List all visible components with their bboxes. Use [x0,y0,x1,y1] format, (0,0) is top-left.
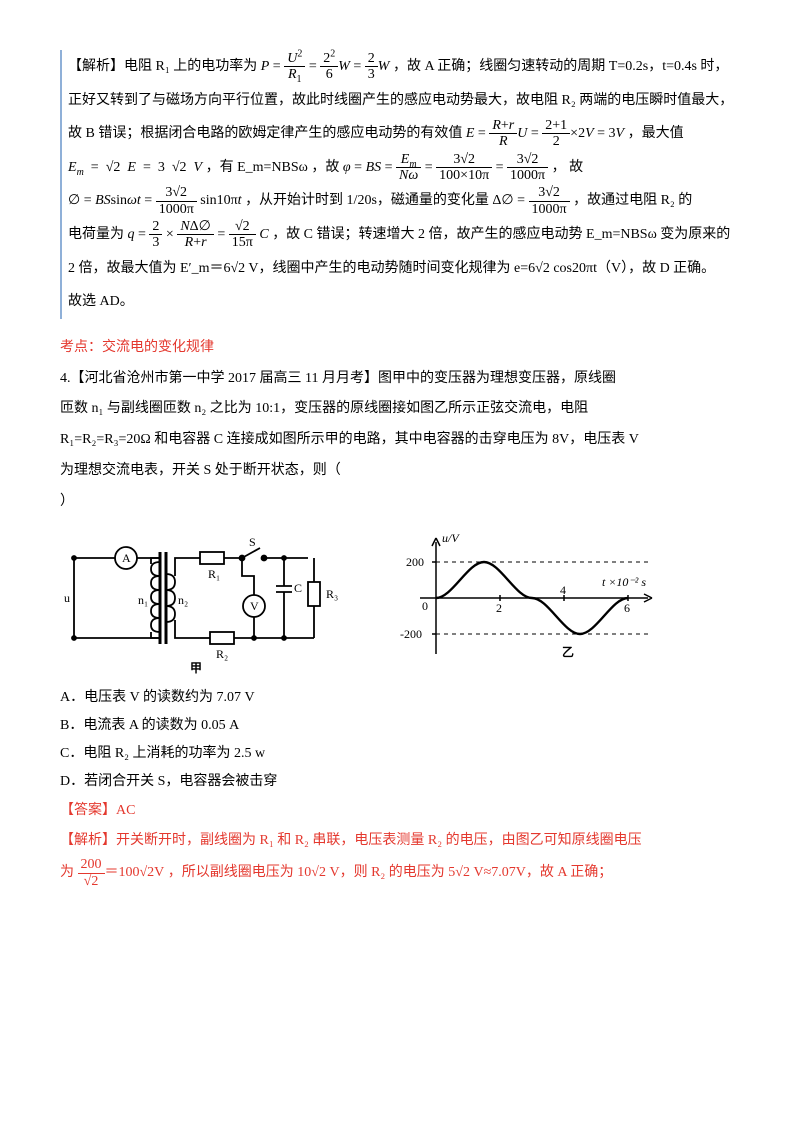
caption-yi: 乙 [562,645,574,659]
text: 为 [60,865,78,880]
label-C: C [294,581,302,595]
explain-line-2: 为 200√2＝100√2V ，所以副线圈电压为 10√2 V，则 R₂ 的电压… [60,857,740,889]
caption-jia: 甲 [190,661,202,675]
label-n2: n₂ [178,593,188,607]
topic-label: 考点：交流电的变化规律 [60,333,740,364]
solution-line-5: ∅ = BSsinωt = 3√21000π sin10πt ，从开始计时到 1… [68,184,740,218]
formula-Em: Em = √2 E = 3 √2 V [68,151,202,185]
circuit-diagram: u A n₁ n₂ R₁ S C R₃ R₂ V 甲 [60,528,350,678]
answer-label: 【答案】AC [60,796,740,827]
solution-line-8: 故选 AD。 [68,285,740,319]
formula-P: P = U2R1 = 226W = 23W [261,50,390,84]
label-n1: n₁ [138,593,148,607]
ylabel: u/V [442,531,460,545]
solution-line-6: 电荷量为 q = 23 × NΔ∅R+r = √215π C ，故 C 错误；转… [68,218,740,252]
label-A: A [122,551,131,565]
ytick-n200: -200 [400,627,422,641]
option-a: A．电压表 V 的读数约为 7.07 V [60,684,740,712]
text: ，故 A 正确；线圈匀速转动的周期 T=0.2s，t=0.4s 时， [393,59,728,74]
formula-dphi: Δ∅ = 3√21000π [492,184,569,218]
text: 【解析】电阻 R₁ 上的电功率为 [68,59,261,74]
formula-flux: BSsinωt = 3√21000π sin10πt [95,184,241,218]
text: ） [60,494,74,509]
xtick-6: 6 [624,601,630,615]
text: ，有 E_m=NBSω ，故 [206,160,343,175]
label-R1: R₁ [208,567,220,581]
q4-line-1: 4.【河北省沧州市第一中学 2017 届高三 11 月月考】图甲中的变压器为理想… [60,364,740,395]
formula-final: 200√2＝100√2V [78,857,165,889]
text: 故 B 错误；根据闭合电路的欧姆定律产生的感应电动势的有效值 [68,126,466,141]
xtick-2: 2 [496,601,502,615]
q4-line-3: R₁=R₂=R₃=20Ω 和电容器 C 连接成如图所示甲的电路，其中电容器的击穿… [60,425,740,456]
label-R3: R₃ [326,587,338,601]
text: ∅ = [68,193,95,208]
explain-line-1: 【解析】开关断开时，副线圈为 R₁ 和 R₂ 串联，电压表测量 R₂ 的电压，由… [60,826,740,857]
solution-line-4: Em = √2 E = 3 √2 V ，有 E_m=NBSω ，故 φ = BS… [68,151,740,185]
formula-E: E = R+rRU = 2+12×2V = 3V [466,117,624,151]
ytick-0: 0 [422,599,428,613]
solution-block: 【解析】电阻 R₁ 上的电功率为 P = U2R1 = 226W = 23W ，… [60,50,740,319]
q4-line-4: 为理想交流电表，开关 S 处于断开状态，则（ ） [60,456,740,518]
xlabel: t ×10⁻² s [602,575,646,589]
xtick-4: 4 [560,583,566,597]
option-b: B．电流表 A 的读数为 0.05 A [60,712,740,740]
text: ，所以副线圈电压为 10√2 V，则 R₂ 的电压为 5√2 V≈7.07V，故… [168,865,612,880]
solution-line-1: 【解析】电阻 R₁ 上的电功率为 P = U2R1 = 226W = 23W ，… [68,50,740,84]
text: ， 故 [552,160,584,175]
label-S: S [249,535,256,549]
q4-line-2: 匝数 n₁ 与副线圈匝数 n₂ 之比为 10:1，变压器的原线圈接如图乙所示正弦… [60,394,740,425]
option-d: D．若闭合开关 S，电容器会被击穿 [60,768,740,796]
solution-line-2: 正好又转到了与磁场方向平行位置，故此时线圈产生的感应电动势最大，故电阻 R₂ 两… [68,84,740,118]
text: ，故 C 错误；转速增大 2 倍，故产生的感应电动势 E_m=NBSω 变为原来… [272,227,730,242]
formula-q: q = 23 × NΔ∅R+r = √215π C [128,218,269,252]
label-R2: R₂ [216,647,228,661]
option-c: C．电阻 R₂ 上消耗的功率为 2.5 w [60,740,740,768]
figure-row: u A n₁ n₂ R₁ S C R₃ R₂ V 甲 200 [60,528,740,678]
text: ，最大值 [628,126,684,141]
text: ，故通过电阻 R₂ 的 [573,193,692,208]
solution-line-3: 故 B 错误；根据闭合电路的欧姆定律产生的感应电动势的有效值 E = R+rRU… [68,117,740,151]
text: 电荷量为 [68,227,128,242]
label-u: u [64,591,70,605]
text: ，从开始计时到 1/20s，磁通量的变化量 [245,193,492,208]
ytick-200: 200 [406,555,424,569]
formula-phi: φ = BS = EmNω = 3√2100×10π = 3√21000π [343,151,548,185]
label-V: V [250,599,259,613]
text: 为理想交流电表，开关 S 处于断开状态，则（ [60,463,341,478]
solution-line-7: 2 倍，故最大值为 E′_m＝6√2 V，线圈中产生的电动势随时间变化规律为 e… [68,252,740,286]
sine-wave-chart: 200 0 -200 2 4 6 u/V t ×10⁻² s 乙 [390,528,670,678]
